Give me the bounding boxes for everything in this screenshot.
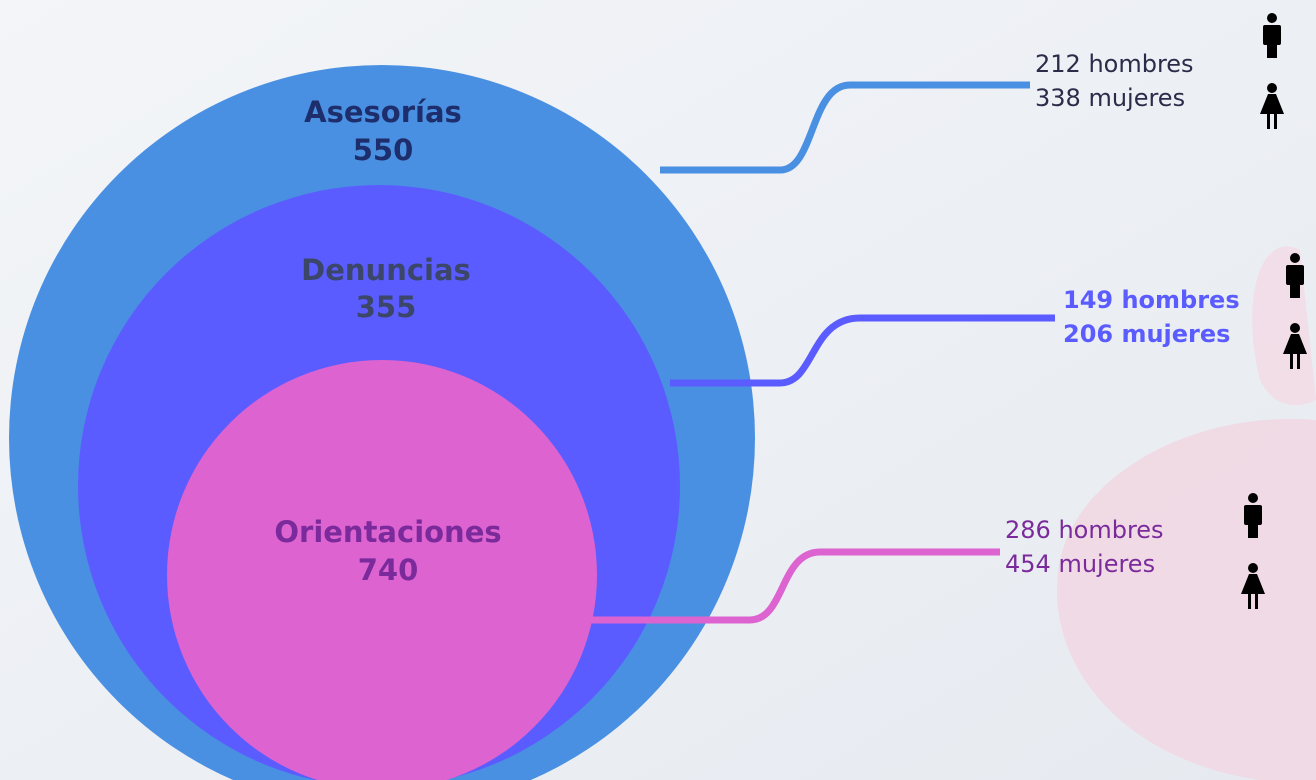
women-count: 454 mujeres [1005, 550, 1155, 578]
men-count: 149 hombres [1063, 286, 1240, 314]
decor [1252, 246, 1316, 405]
group-name: Asesorías [304, 95, 462, 129]
women-count: 206 mujeres [1063, 320, 1230, 348]
group-name: Orientaciones [274, 515, 501, 549]
connector [590, 548, 1000, 624]
group-name: Denuncias [301, 253, 471, 287]
connector [660, 81, 1030, 174]
circle-orientaciones [167, 360, 597, 780]
connector [670, 314, 1055, 387]
men-count: 286 hombres [1005, 516, 1164, 544]
men-count: 212 hombres [1035, 50, 1194, 78]
women-count: 338 mujeres [1035, 84, 1185, 112]
group-total: 550 [353, 133, 414, 167]
group-total: 355 [356, 290, 417, 324]
group-total: 740 [358, 553, 419, 587]
